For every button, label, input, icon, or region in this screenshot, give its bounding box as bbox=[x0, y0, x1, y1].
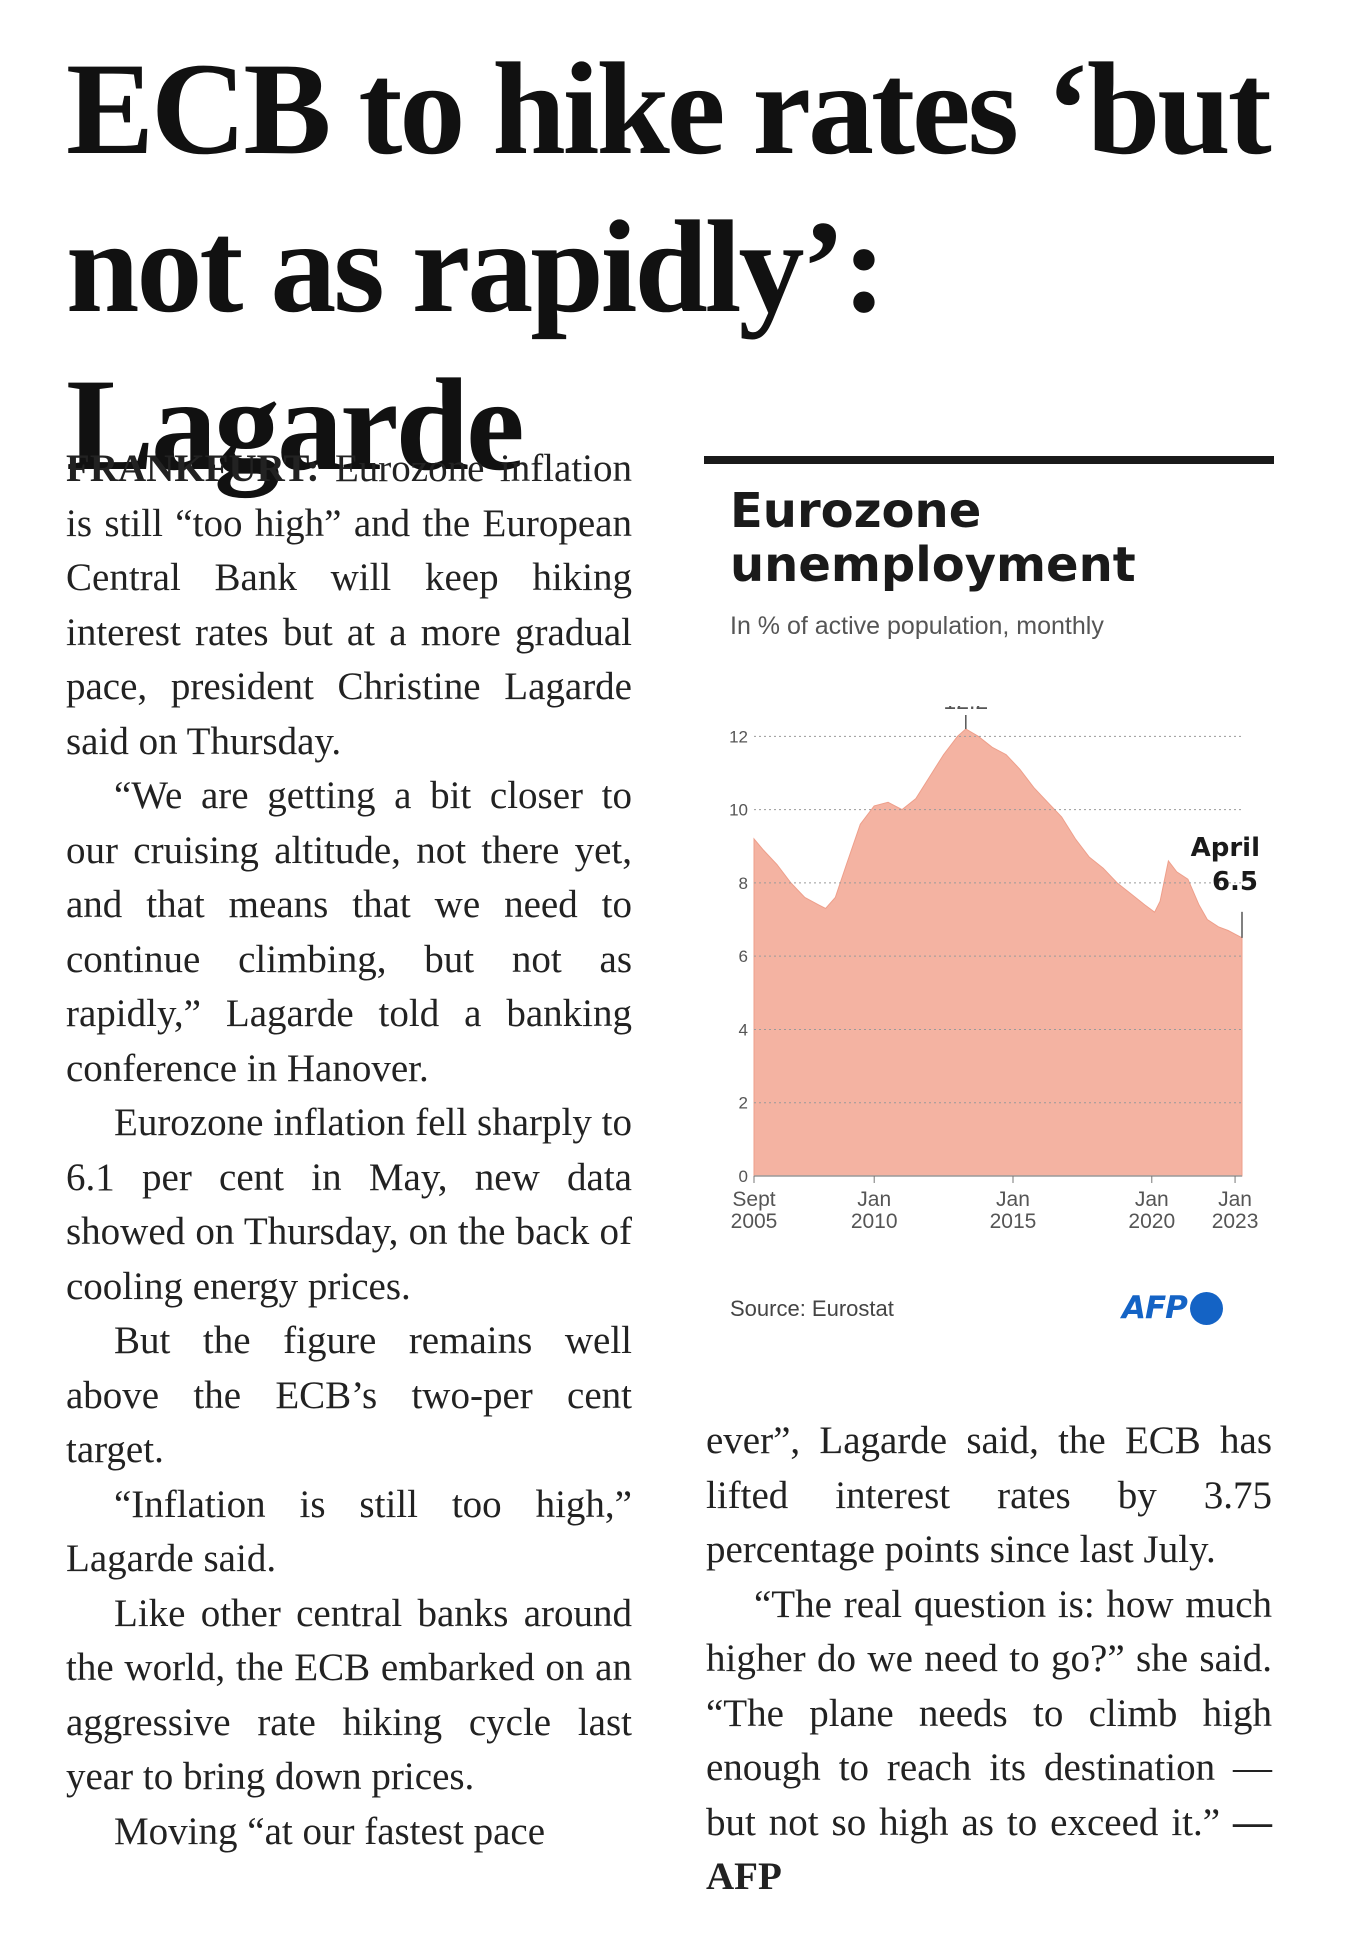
y-tick-label: 12 bbox=[729, 727, 748, 746]
chart-source: Source: Eurostat bbox=[730, 1296, 894, 1321]
paragraph-3: Eurozone inflation fell sharply to 6.1 p… bbox=[66, 1101, 632, 1308]
chart-top-rule bbox=[704, 456, 1274, 464]
x-tick-label: Jan bbox=[996, 1188, 1030, 1211]
paragraph-5: “Inflation is still too high,” Lagarde s… bbox=[66, 1482, 632, 1581]
end-label-value: 6.5 bbox=[1212, 867, 1258, 897]
paragraph-6: Like other central banks around the worl… bbox=[66, 1591, 632, 1799]
paragraph-4: But the figure remains well above the EC… bbox=[66, 1319, 632, 1471]
headline: ECB to hike rates ‘but not as rapidly’: … bbox=[66, 35, 1272, 498]
end-label-month: April bbox=[1191, 833, 1260, 863]
y-tick-label: 2 bbox=[739, 1094, 748, 1113]
paragraph-8: “The real question is: how much higher d… bbox=[706, 1578, 1272, 1905]
chart-subtitle: In % of active population, monthly bbox=[730, 612, 1104, 640]
unemployment-area-chart: 024681012Sept2005Jan2010Jan2015Jan2020Ja… bbox=[729, 706, 1260, 1233]
article-column-right: ever”, Lagarde said, the ECB has lifted … bbox=[706, 1414, 1272, 1905]
paragraph-2: “We are getting a bit closer to our crui… bbox=[66, 774, 632, 1090]
x-tick-label: Jan bbox=[1218, 1188, 1252, 1211]
paragraph-1-text: Eurozone inflation is still “too high” a… bbox=[66, 447, 632, 763]
chart-title: Eurozone unemployment bbox=[730, 484, 1136, 592]
x-tick-label: Jan bbox=[857, 1188, 891, 1211]
y-tick-label: 6 bbox=[739, 947, 748, 966]
peak-value-label: 12.2 bbox=[943, 706, 988, 714]
chart-panel: Eurozone unemployment In % of active pop… bbox=[704, 456, 1274, 1336]
chart-title-line-2: unemployment bbox=[730, 537, 1136, 593]
paragraph-1: FRANKFURT: Eurozone inflation is still “… bbox=[66, 442, 632, 769]
series-area bbox=[753, 728, 1243, 1177]
y-tick-label: 8 bbox=[739, 874, 748, 893]
x-tick-label: 2005 bbox=[731, 1210, 778, 1233]
paragraph-7-end: ever”, Lagarde said, the ECB has lifted … bbox=[706, 1419, 1272, 1571]
afp-dot-icon bbox=[1189, 1291, 1223, 1325]
paragraph-8-text: “The real question is: how much higher d… bbox=[706, 1582, 1272, 1844]
x-tick-label: 2020 bbox=[1128, 1210, 1175, 1233]
dateline: FRANKFURT: bbox=[66, 447, 320, 490]
paragraph-7-start: Moving “at our fastest pace bbox=[114, 1809, 546, 1853]
x-tick-label: Sept bbox=[732, 1188, 775, 1211]
byline: — AFP bbox=[706, 1800, 1273, 1899]
y-tick-label: 0 bbox=[739, 1167, 748, 1186]
x-tick-label: 2010 bbox=[851, 1210, 898, 1233]
chart-title-line-1: Eurozone bbox=[730, 483, 982, 539]
afp-logo-text: AFP bbox=[1122, 1290, 1188, 1326]
y-tick-label: 10 bbox=[729, 801, 748, 820]
x-tick-label: Jan bbox=[1135, 1188, 1169, 1211]
y-tick-label: 4 bbox=[739, 1020, 748, 1039]
article-column-left: FRANKFURT: Eurozone inflation is still “… bbox=[66, 442, 632, 1859]
x-tick-label: 2015 bbox=[990, 1210, 1037, 1233]
afp-logo: AFP bbox=[1122, 1288, 1223, 1328]
x-tick-label: 2023 bbox=[1212, 1210, 1259, 1233]
